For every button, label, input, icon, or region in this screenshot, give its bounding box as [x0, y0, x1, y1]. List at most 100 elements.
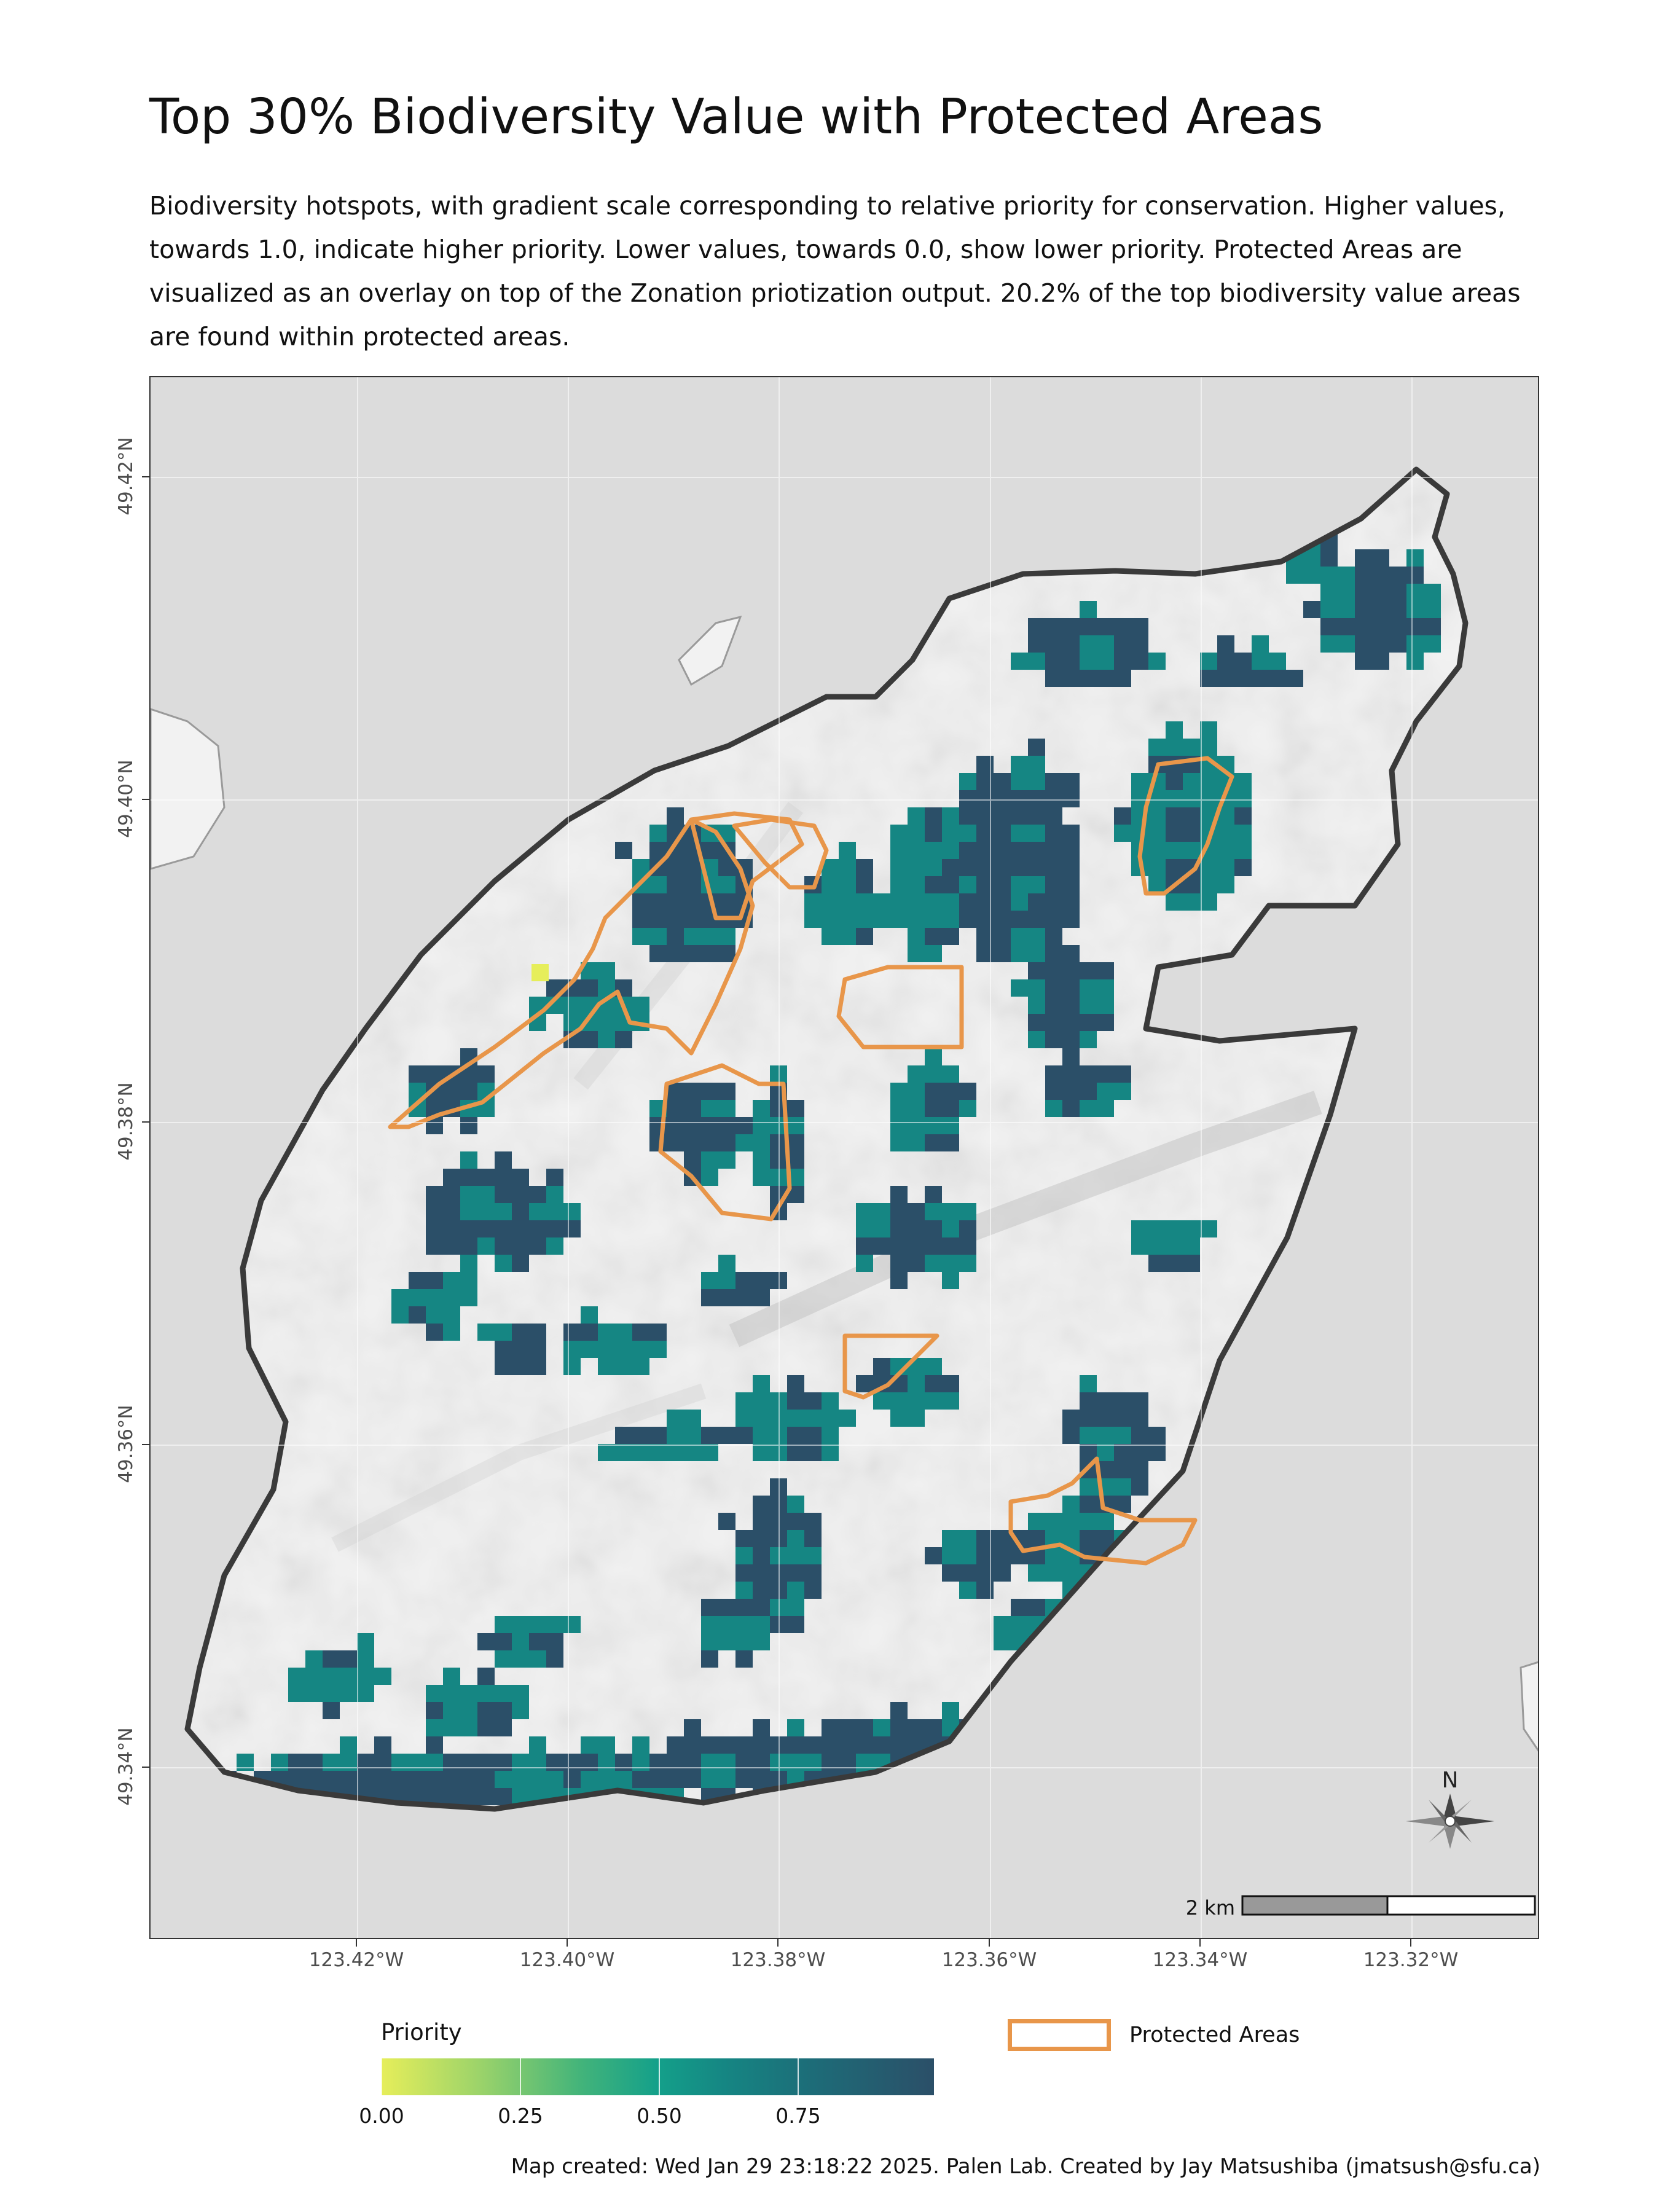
priority-cell	[1080, 1478, 1097, 1496]
priority-cell	[1183, 773, 1200, 790]
priority-cell	[787, 1513, 804, 1530]
priority-cell	[512, 1616, 529, 1633]
priority-cell	[753, 1169, 770, 1186]
priority-cell	[512, 1237, 529, 1255]
priority-cell	[822, 1410, 839, 1427]
priority-cell	[323, 1685, 340, 1702]
priority-cell	[460, 1151, 477, 1169]
priority-cell	[994, 825, 1011, 842]
priority-cell	[942, 928, 959, 945]
priority-cell	[1234, 807, 1252, 825]
priority-cell	[649, 928, 667, 945]
protected-area-ridge-north	[689, 811, 804, 920]
priority-cell	[1045, 945, 1062, 962]
priority-cell	[873, 1203, 890, 1220]
scale-bar-label: 2 km	[1186, 1896, 1235, 1920]
priority-cell	[822, 893, 839, 911]
priority-cell	[1355, 635, 1372, 653]
priority-cell	[1080, 1375, 1097, 1392]
priority-cell	[1148, 859, 1166, 876]
priority-cell	[839, 859, 856, 876]
priority-cell	[1389, 618, 1406, 635]
priority-cell	[1148, 807, 1166, 825]
priority-cell	[443, 1169, 460, 1186]
priority-cell	[1183, 1220, 1200, 1237]
priority-cell	[649, 1324, 667, 1341]
priority-cell	[667, 859, 684, 876]
map-canvas[interactable]: N 2 km	[151, 377, 1539, 1939]
priority-cell	[925, 893, 942, 911]
priority-cell	[632, 1341, 649, 1358]
priority-cell	[1131, 1410, 1148, 1427]
x-tick-label: 123.38°W	[730, 1949, 826, 1971]
priority-cell	[1045, 1547, 1062, 1564]
priority-cell	[426, 1685, 443, 1702]
priority-cell	[546, 1650, 563, 1668]
priority-cell	[994, 1633, 1011, 1650]
priority-cell	[959, 825, 976, 842]
priority-cell	[890, 1134, 908, 1151]
priority-cell	[718, 1100, 735, 1117]
priority-cell	[1097, 979, 1114, 997]
priority-cell	[718, 1427, 735, 1444]
priority-cell	[959, 859, 976, 876]
priority-cell	[735, 1771, 753, 1788]
priority-cell	[1338, 635, 1355, 653]
priority-cell	[959, 842, 976, 859]
priority-cell	[1234, 773, 1252, 790]
priority-cell	[1011, 842, 1028, 859]
priority-cell	[753, 1771, 770, 1788]
priority-cell	[787, 1736, 804, 1754]
priority-cell	[822, 1427, 839, 1444]
priority-cell	[460, 1272, 477, 1289]
priority-cell	[477, 1668, 495, 1685]
priority-cell	[495, 1719, 512, 1736]
priority-cell	[1200, 721, 1217, 739]
priority-cell	[1062, 842, 1080, 859]
priority-cell	[839, 1410, 856, 1427]
priority-cell	[1406, 584, 1424, 601]
map-panel[interactable]: N 2 km	[149, 376, 1539, 1939]
priority-cell	[477, 1771, 495, 1788]
priority-cell	[718, 1513, 735, 1530]
priority-cell	[994, 790, 1011, 807]
priority-cell	[1303, 567, 1320, 584]
priority-cell	[1131, 1392, 1148, 1410]
priority-cell	[856, 1220, 873, 1237]
priority-cell	[1062, 1496, 1080, 1513]
priority-cell	[667, 876, 684, 893]
priority-cell	[1114, 1083, 1131, 1100]
priority-cell	[942, 1530, 959, 1547]
priority-cell	[1045, 1065, 1062, 1083]
priority-cell	[890, 1736, 908, 1754]
priority-cell	[477, 1237, 495, 1255]
priority-cell	[529, 1341, 546, 1358]
priority-cell	[735, 1427, 753, 1444]
priority-cell	[529, 1220, 546, 1237]
priority-cell	[787, 1100, 804, 1117]
priority-cell	[959, 893, 976, 911]
priority-cell	[495, 1685, 512, 1702]
priority-cell	[1028, 790, 1045, 807]
priority-cell	[546, 1633, 563, 1650]
priority-cell	[787, 1134, 804, 1151]
priority-cell	[1080, 979, 1097, 997]
priority-cell	[443, 1083, 460, 1100]
priority-cell	[1097, 1014, 1114, 1031]
priority-cell	[890, 1083, 908, 1100]
priority-cell	[1045, 876, 1062, 893]
priority-cell	[615, 1358, 632, 1375]
y-tick-label: 49.42°N	[115, 437, 137, 516]
priority-cell	[1372, 601, 1389, 618]
priority-cell	[391, 1289, 409, 1306]
priority-cell	[649, 945, 667, 962]
priority-cell	[1200, 739, 1217, 756]
priority-cell	[495, 1255, 512, 1272]
priority-cell	[598, 1358, 615, 1375]
priority-cell	[563, 1324, 581, 1341]
priority-cell	[357, 1685, 374, 1702]
priority-cell	[701, 945, 718, 962]
priority-cell	[1234, 859, 1252, 876]
protected-areas[interactable]	[388, 756, 1234, 1566]
priority-cell	[1234, 842, 1252, 859]
